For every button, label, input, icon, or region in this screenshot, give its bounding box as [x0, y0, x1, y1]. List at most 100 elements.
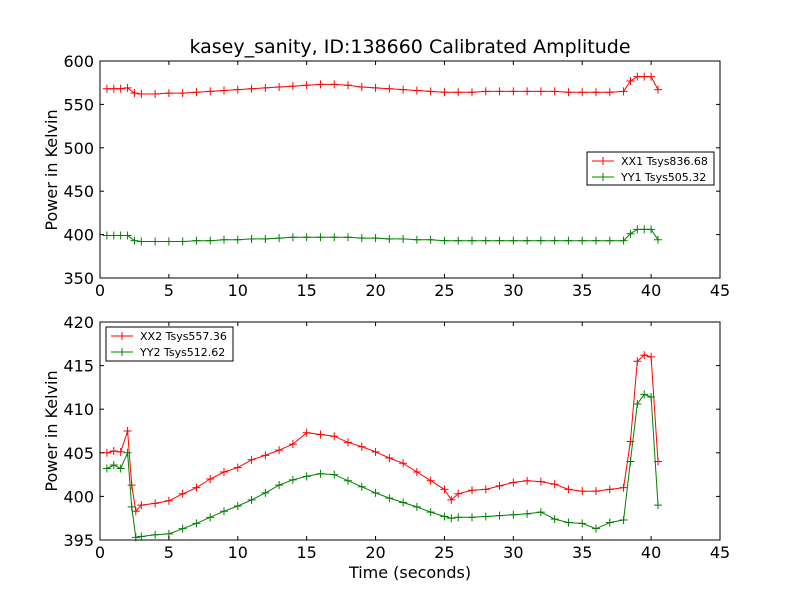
y-tick-label: 450	[63, 182, 94, 201]
data-point-marker	[151, 237, 160, 246]
x-tick-label: 30	[503, 543, 523, 562]
data-point-marker	[619, 236, 628, 245]
x-tick-label: 5	[164, 281, 174, 300]
top-panel-ylabel: Power in Kelvin	[42, 109, 61, 230]
data-point-marker	[357, 442, 366, 451]
bottom-panel-legend: XX2 Tsys557.36 YY2 Tsys512.62	[105, 326, 234, 362]
data-point-marker	[605, 88, 614, 97]
data-point-marker	[102, 448, 111, 457]
legend-marker	[118, 332, 126, 340]
data-point-marker	[261, 234, 270, 243]
data-point-marker	[192, 519, 201, 528]
x-tick-label: 10	[228, 281, 248, 300]
data-point-marker	[178, 89, 187, 98]
data-point-marker	[344, 438, 352, 447]
data-point-marker	[288, 233, 297, 242]
data-point-marker	[385, 234, 394, 243]
data-point-marker	[640, 225, 649, 234]
data-point-marker	[344, 476, 352, 485]
data-point-marker	[578, 236, 587, 245]
data-point-marker	[151, 89, 160, 98]
y-tick-label: 410	[63, 400, 94, 419]
data-point-marker	[109, 84, 118, 93]
y-tick-label: 420	[63, 313, 94, 332]
data-point-marker	[385, 84, 394, 93]
data-point-marker	[288, 82, 297, 91]
data-point-marker	[654, 501, 662, 510]
data-point-marker	[275, 446, 284, 455]
data-point-marker	[523, 236, 532, 245]
data-point-marker	[116, 464, 125, 473]
data-point-marker	[261, 488, 270, 497]
data-point-marker	[426, 235, 435, 244]
legend-label: XX2 Tsys557.36	[140, 330, 227, 343]
data-point-marker	[247, 84, 256, 93]
data-point-marker	[123, 231, 132, 240]
data-point-marker	[564, 518, 573, 527]
data-point-marker	[102, 84, 111, 93]
data-point-marker	[550, 87, 559, 96]
data-point-marker	[116, 231, 125, 240]
data-point-marker	[127, 481, 136, 490]
data-point-marker	[633, 399, 642, 408]
data-point-marker	[385, 454, 394, 463]
data-point-marker	[116, 84, 125, 93]
data-point-marker	[605, 236, 614, 245]
data-point-marker	[206, 87, 215, 96]
data-point-marker	[647, 72, 656, 81]
data-point-marker	[481, 512, 490, 521]
data-point-marker	[412, 235, 421, 244]
x-tick-label: 20	[365, 281, 385, 300]
data-point-marker	[164, 89, 173, 98]
data-point-marker	[495, 87, 504, 96]
data-point-marker	[233, 85, 242, 94]
data-point-marker	[123, 427, 132, 435]
data-point-marker	[399, 498, 408, 507]
data-point-marker	[206, 474, 215, 483]
data-point-marker	[316, 469, 325, 478]
top-panel-legend: XX1 Tsys836.68 YY1 Tsys505.32	[586, 151, 715, 186]
top-panel-data	[102, 72, 662, 246]
data-point-marker	[468, 486, 476, 495]
data-point-marker	[399, 459, 408, 468]
top-panel: 0 5 10 15 20 25 30 35 40 45 350 400 450 500 550 600 Pow…	[42, 52, 730, 300]
x-tick-label: 45	[710, 281, 730, 300]
data-point-marker	[481, 236, 490, 245]
legend-marker	[118, 348, 126, 356]
data-point-marker	[330, 432, 339, 441]
data-point-marker	[275, 83, 284, 92]
data-point-marker	[592, 487, 600, 496]
bottom-panel-frame	[99, 321, 721, 541]
data-point-marker	[536, 477, 545, 486]
data-point-marker	[357, 482, 366, 491]
data-point-marker	[578, 519, 587, 528]
data-point-marker	[440, 512, 449, 521]
data-point-marker	[330, 80, 339, 89]
data-point-marker	[447, 495, 456, 504]
data-point-marker	[109, 461, 118, 470]
data-point-marker	[399, 85, 408, 94]
data-point-marker	[509, 236, 518, 245]
data-point-marker	[302, 428, 311, 437]
data-point-marker	[605, 518, 614, 527]
x-tick-label: 20	[365, 543, 385, 562]
data-point-marker	[509, 510, 518, 519]
data-point-marker	[371, 447, 380, 456]
data-point-marker	[130, 89, 139, 98]
data-point-marker	[102, 464, 111, 473]
bottom-panel-ylabel: Power in Kelvin	[42, 370, 61, 491]
data-point-marker	[426, 508, 435, 517]
data-point-marker	[509, 478, 518, 487]
data-point-marker	[275, 234, 284, 243]
data-point-marker	[619, 483, 628, 492]
y-tick-label: 350	[63, 269, 94, 288]
x-tick-label: 35	[572, 281, 592, 300]
data-point-marker	[578, 487, 587, 496]
data-point-marker	[509, 87, 518, 96]
data-point-marker	[412, 86, 421, 95]
data-point-marker	[109, 447, 118, 456]
data-point-marker	[316, 430, 325, 439]
data-point-marker	[654, 85, 662, 94]
x-tick-label: 15	[296, 543, 316, 562]
top-panel-ticks: 0 5 10 15 20 25 30 35 40 45 350 400 450 500 550 600	[63, 52, 730, 300]
